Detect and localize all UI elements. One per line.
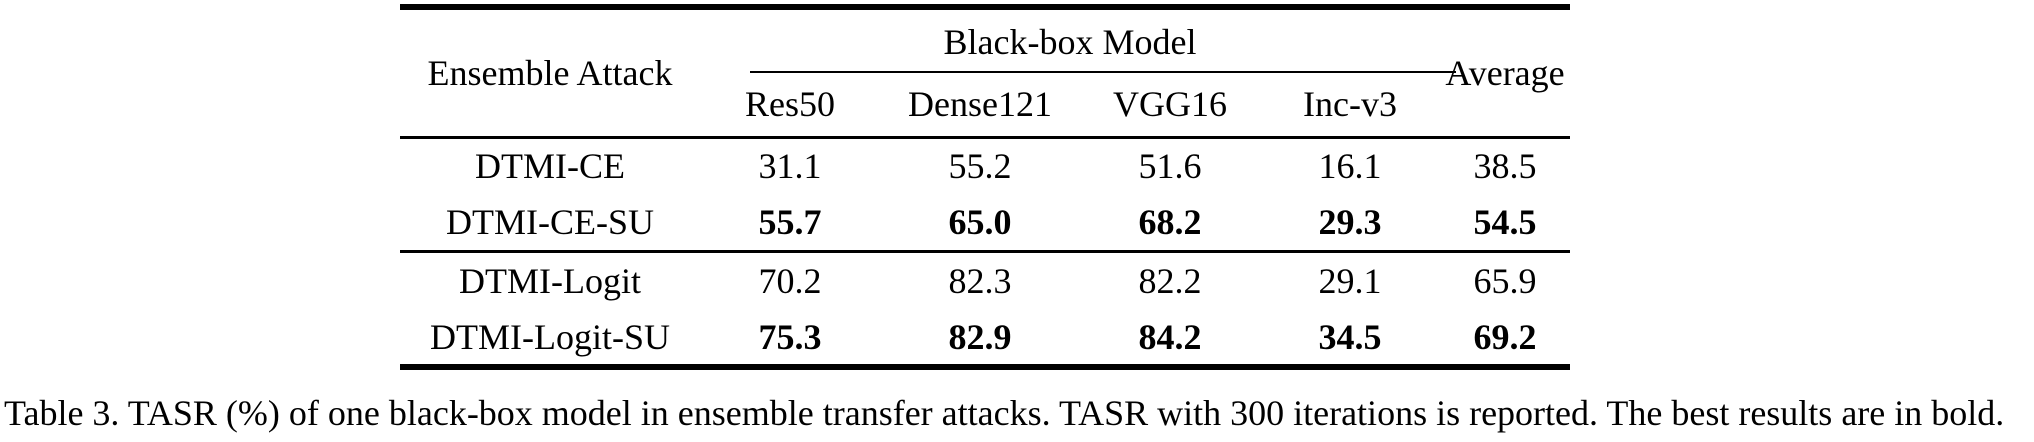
column-header-average: Average — [1445, 52, 1565, 93]
row-label: DTMI-CE-SU — [446, 201, 654, 242]
value-cell: 82.2 — [1138, 260, 1202, 301]
table-caption: Table 3. TASR (%) of one black-box model… — [4, 393, 2005, 433]
value-cell: 51.6 — [1138, 146, 1202, 187]
results-table-wrap: Ensemble Attack Black-box Model Average … — [400, 4, 1571, 370]
column-header-dense121: Dense121 — [908, 84, 1052, 125]
value-cell: 16.1 — [1318, 146, 1382, 187]
table-row-dtmi-logit: DTMI-Logit 70.2 82.3 82.2 29.1 65.9 — [400, 251, 1570, 309]
value-cell: 75.3 — [758, 316, 822, 357]
results-table: Ensemble Attack Black-box Model Average … — [400, 4, 1571, 370]
value-cell: 65.9 — [1473, 260, 1537, 301]
row-label: DTMI-Logit-SU — [430, 316, 670, 357]
header-row-models: Res50 Dense121 VGG16 Inc-v3 — [400, 73, 1570, 137]
column-header-vgg16: VGG16 — [1113, 84, 1227, 125]
column-group-header-black-box-model: Black-box Model — [943, 21, 1197, 62]
table-header: Ensemble Attack Black-box Model Average … — [400, 7, 1571, 137]
value-cell: 55.2 — [948, 146, 1012, 187]
row-label: DTMI-CE — [475, 146, 625, 187]
value-cell: 82.3 — [948, 260, 1012, 301]
column-header-ensemble-attack: Ensemble Attack — [427, 52, 673, 93]
value-cell: 34.5 — [1318, 316, 1382, 357]
value-cell: 38.5 — [1473, 146, 1537, 187]
value-cell: 55.7 — [758, 201, 822, 242]
value-cell: 54.5 — [1473, 201, 1537, 242]
table-group-ce: DTMI-CE 31.1 55.2 51.6 16.1 38.5 DTMI-CE… — [400, 137, 1570, 251]
row-label: DTMI-Logit — [459, 260, 641, 301]
value-cell: 31.1 — [758, 146, 822, 187]
value-cell: 65.0 — [948, 201, 1012, 242]
table-group-logit: DTMI-Logit 70.2 82.3 82.2 29.1 65.9 DTMI… — [400, 251, 1571, 367]
table-row-dtmi-logit-su: DTMI-Logit-SU 75.3 82.9 84.2 34.5 69.2 — [400, 309, 1570, 367]
value-cell: 69.2 — [1473, 316, 1537, 357]
value-cell: 68.2 — [1138, 201, 1202, 242]
value-cell: 29.3 — [1318, 201, 1382, 242]
value-cell: 70.2 — [758, 260, 822, 301]
table-row-dtmi-ce-su: DTMI-CE-SU 55.7 65.0 68.2 29.3 54.5 — [400, 194, 1570, 251]
table-row-dtmi-ce: DTMI-CE 31.1 55.2 51.6 16.1 38.5 — [400, 137, 1570, 194]
value-cell: 29.1 — [1318, 260, 1382, 301]
header-row-group: Ensemble Attack Black-box Model Average — [400, 7, 1570, 93]
value-cell: 82.9 — [948, 316, 1012, 357]
column-header-inc-v3: Inc-v3 — [1303, 84, 1397, 125]
value-cell: 84.2 — [1138, 316, 1202, 357]
black-box-model-underline-rule — [750, 71, 1456, 73]
column-header-res50: Res50 — [745, 84, 835, 125]
